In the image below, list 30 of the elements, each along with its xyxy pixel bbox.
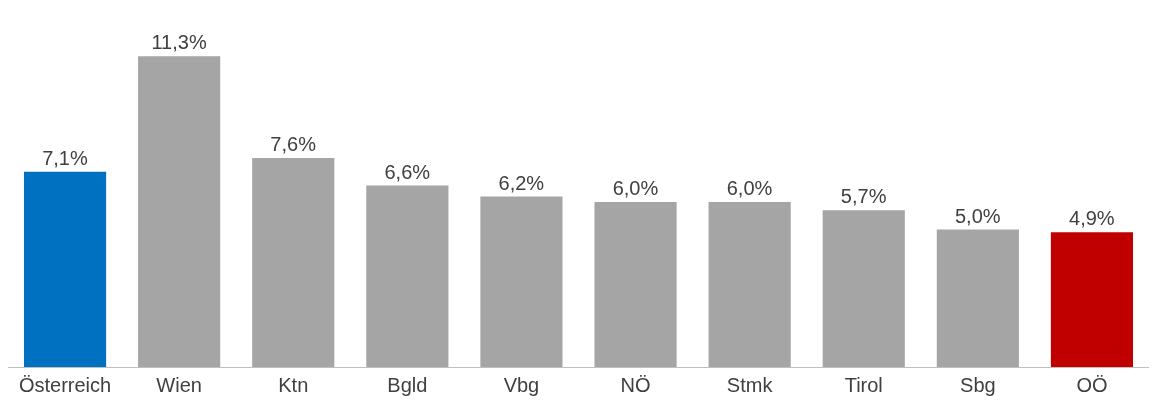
data-label: 11,3% <box>151 31 207 54</box>
x-tick-label: Bgld <box>387 374 428 396</box>
x-tick-label: OÖ <box>1076 374 1108 396</box>
data-label: 6,0% <box>612 177 659 200</box>
bar <box>138 56 221 367</box>
data-label: 5,7% <box>840 185 887 208</box>
bar <box>594 202 677 367</box>
data-label: 7,6% <box>270 133 317 156</box>
data-label: 7,1% <box>42 146 88 169</box>
bar <box>366 185 449 367</box>
x-tick-label: NÖ <box>620 374 651 396</box>
x-tick-label: Ktn <box>278 374 309 396</box>
data-label: 4,9% <box>1069 207 1115 230</box>
bar <box>708 202 791 367</box>
bar <box>936 229 1019 367</box>
data-label: 6,2% <box>498 171 545 194</box>
bar <box>480 196 563 367</box>
x-tick-label: Vbg <box>503 374 540 396</box>
data-label: 6,6% <box>384 160 431 183</box>
bar <box>23 171 107 367</box>
bar <box>252 158 335 367</box>
x-tick-label: Tirol <box>844 374 883 396</box>
bar <box>1050 232 1134 367</box>
x-tick-label: Sbg <box>960 374 996 396</box>
bar <box>822 210 905 367</box>
x-tick-label: Stmk <box>726 374 774 396</box>
x-tick-label: Österreich <box>18 374 112 396</box>
data-label: 6,0% <box>726 177 773 200</box>
data-label: 5,0% <box>954 204 1001 227</box>
x-tick-label: Wien <box>156 374 202 396</box>
